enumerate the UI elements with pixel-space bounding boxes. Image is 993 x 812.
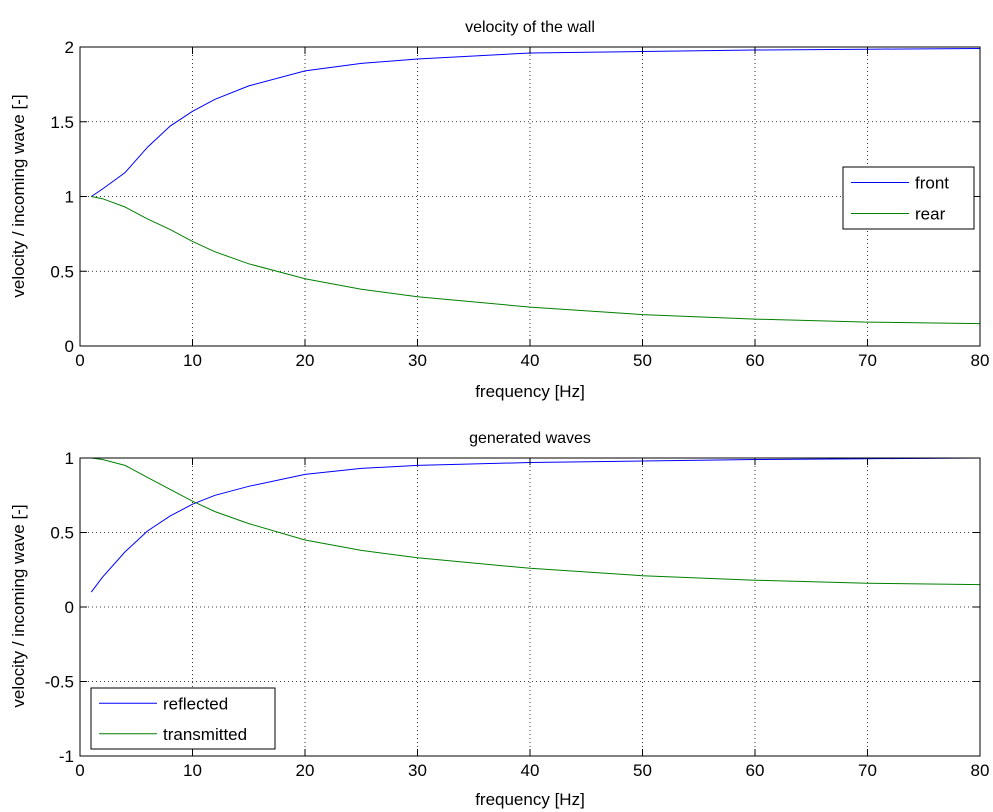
x-tick-label: 60 bbox=[746, 351, 765, 370]
x-tick-label: 80 bbox=[971, 761, 990, 780]
y-tick-label: 0.5 bbox=[50, 262, 74, 281]
y-tick-label: 0.5 bbox=[50, 524, 74, 543]
x-tick-label: 80 bbox=[971, 351, 990, 370]
ticks: 0 10 20 30 40 50 60 70 80 0 0.5 1 1.5 2 bbox=[50, 38, 989, 370]
y-tick-label: 1 bbox=[65, 188, 74, 207]
x-tick-label: 40 bbox=[521, 761, 540, 780]
x-tick-label: 30 bbox=[408, 351, 427, 370]
series-layer bbox=[90, 457, 981, 593]
x-axis-label: frequency [Hz] bbox=[475, 382, 585, 401]
x-axis-label: frequency [Hz] bbox=[475, 790, 585, 809]
legend: front rear bbox=[842, 166, 975, 230]
legend-box bbox=[842, 166, 975, 230]
y-tick-label: -0.5 bbox=[45, 673, 74, 692]
legend-label-rear: rear bbox=[915, 205, 946, 224]
x-tick-label: 20 bbox=[296, 351, 315, 370]
legend-box bbox=[90, 687, 276, 750]
y-tick-label: 0 bbox=[65, 598, 74, 617]
x-tick-label: 30 bbox=[408, 761, 427, 780]
legend-label-front: front bbox=[915, 174, 949, 193]
series-line-reflected bbox=[90, 457, 981, 593]
y-tick-label: 2 bbox=[65, 38, 74, 57]
y-axis-label: velocity / incoming wave [-] bbox=[9, 94, 28, 297]
x-tick-label: 50 bbox=[633, 351, 652, 370]
series-line-rear bbox=[91, 196, 981, 325]
series-line-front bbox=[91, 48, 981, 197]
y-tick-label: 0 bbox=[65, 337, 74, 356]
x-tick-label: 20 bbox=[296, 761, 315, 780]
plot-title: velocity of the wall bbox=[465, 19, 595, 36]
x-tick-label: 0 bbox=[75, 761, 84, 780]
y-tick-label: -1 bbox=[59, 747, 74, 766]
y-tick-label: 1 bbox=[65, 449, 74, 468]
x-tick-label: 10 bbox=[183, 761, 202, 780]
plot-velocity-of-wall: velocity of the wall frequency [Hz] velo… bbox=[9, 19, 989, 401]
plot-title: generated waves bbox=[469, 430, 591, 447]
x-tick-label: 40 bbox=[521, 351, 540, 370]
legend-label-reflected: reflected bbox=[163, 694, 228, 713]
y-axis-label: velocity / incoming wave [-] bbox=[9, 504, 28, 707]
series-layer bbox=[91, 48, 981, 325]
x-tick-label: 50 bbox=[633, 761, 652, 780]
x-tick-label: 0 bbox=[75, 351, 84, 370]
y-tick-label: 1.5 bbox=[50, 113, 74, 132]
ticks: 0 10 20 30 40 50 60 70 80 -1 -0.5 0 0.5 1 bbox=[45, 449, 990, 780]
legend-label-transmitted: transmitted bbox=[163, 725, 247, 744]
x-tick-label: 70 bbox=[858, 761, 877, 780]
series-line-transmitted bbox=[91, 457, 981, 586]
x-tick-label: 70 bbox=[858, 351, 877, 370]
legend: reflected transmitted bbox=[90, 687, 276, 750]
x-tick-label: 60 bbox=[746, 761, 765, 780]
plot-generated-waves: generated waves frequency [Hz] velocity … bbox=[9, 430, 989, 809]
x-tick-label: 10 bbox=[183, 351, 202, 370]
